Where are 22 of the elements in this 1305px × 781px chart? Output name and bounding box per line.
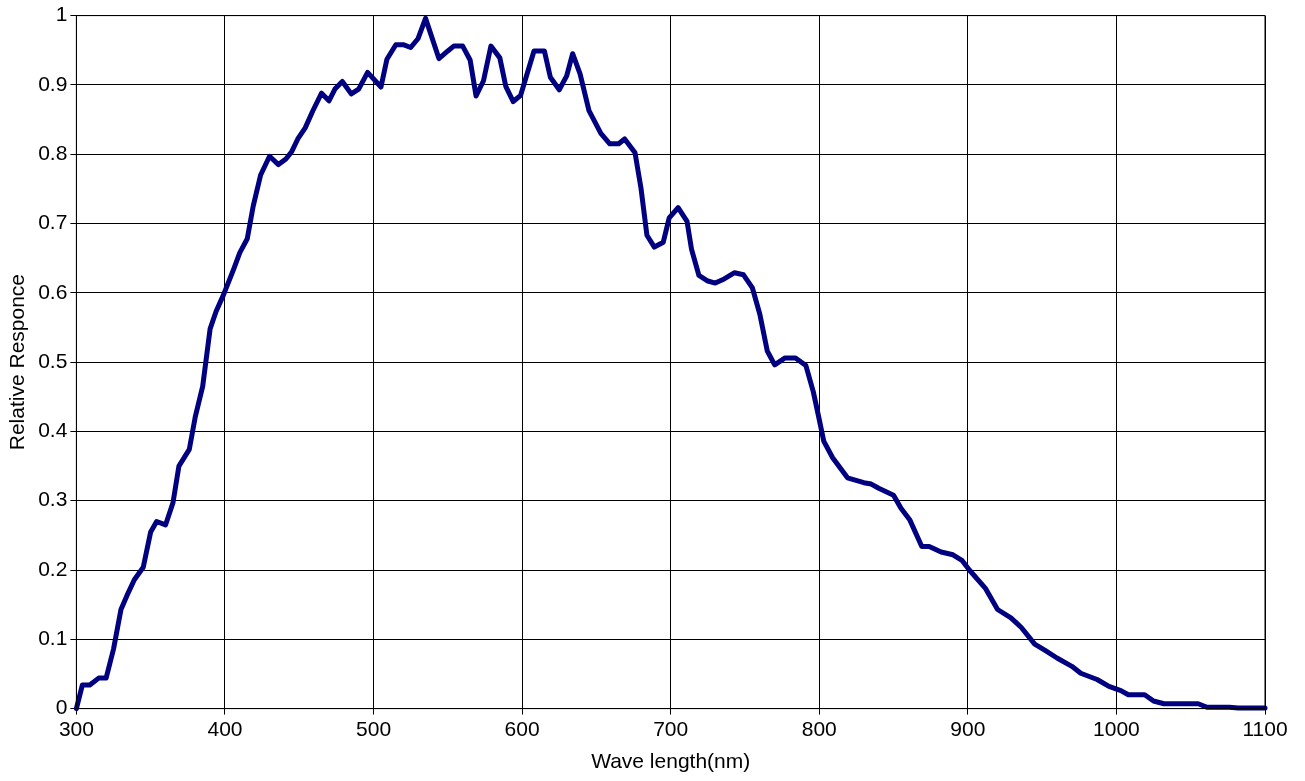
y-tick-label: 0.3 — [38, 487, 68, 511]
y-tick-label: 0.8 — [38, 141, 68, 164]
y-tick-label: 0 — [55, 695, 68, 719]
y-axis-title: Relative Responce — [5, 273, 29, 451]
x-tick-label: 1000 — [1093, 717, 1140, 740]
y-tick-label: 0.9 — [38, 71, 68, 95]
x-tick-label: 300 — [58, 717, 94, 740]
x-axis-title: Wave length(nm) — [591, 749, 751, 773]
y-tick-label: 0.7 — [38, 210, 68, 234]
y-tick-label: 1 — [55, 2, 68, 26]
y-tick-label: 0.2 — [38, 556, 68, 580]
x-tick-label: 800 — [801, 717, 837, 740]
x-tick-label: 1100 — [1242, 717, 1288, 740]
x-tick-label: 900 — [950, 717, 986, 740]
x-tick-label: 500 — [356, 717, 392, 740]
y-tick-label: 0.6 — [38, 279, 68, 303]
y-tick-label: 0.5 — [38, 348, 68, 372]
y-tick-label: 0.4 — [38, 418, 68, 442]
x-tick-label: 700 — [653, 717, 689, 740]
y-tick-label: 0.1 — [38, 626, 68, 650]
x-tick-label: 600 — [504, 717, 540, 740]
x-tick-label: 400 — [207, 717, 243, 740]
